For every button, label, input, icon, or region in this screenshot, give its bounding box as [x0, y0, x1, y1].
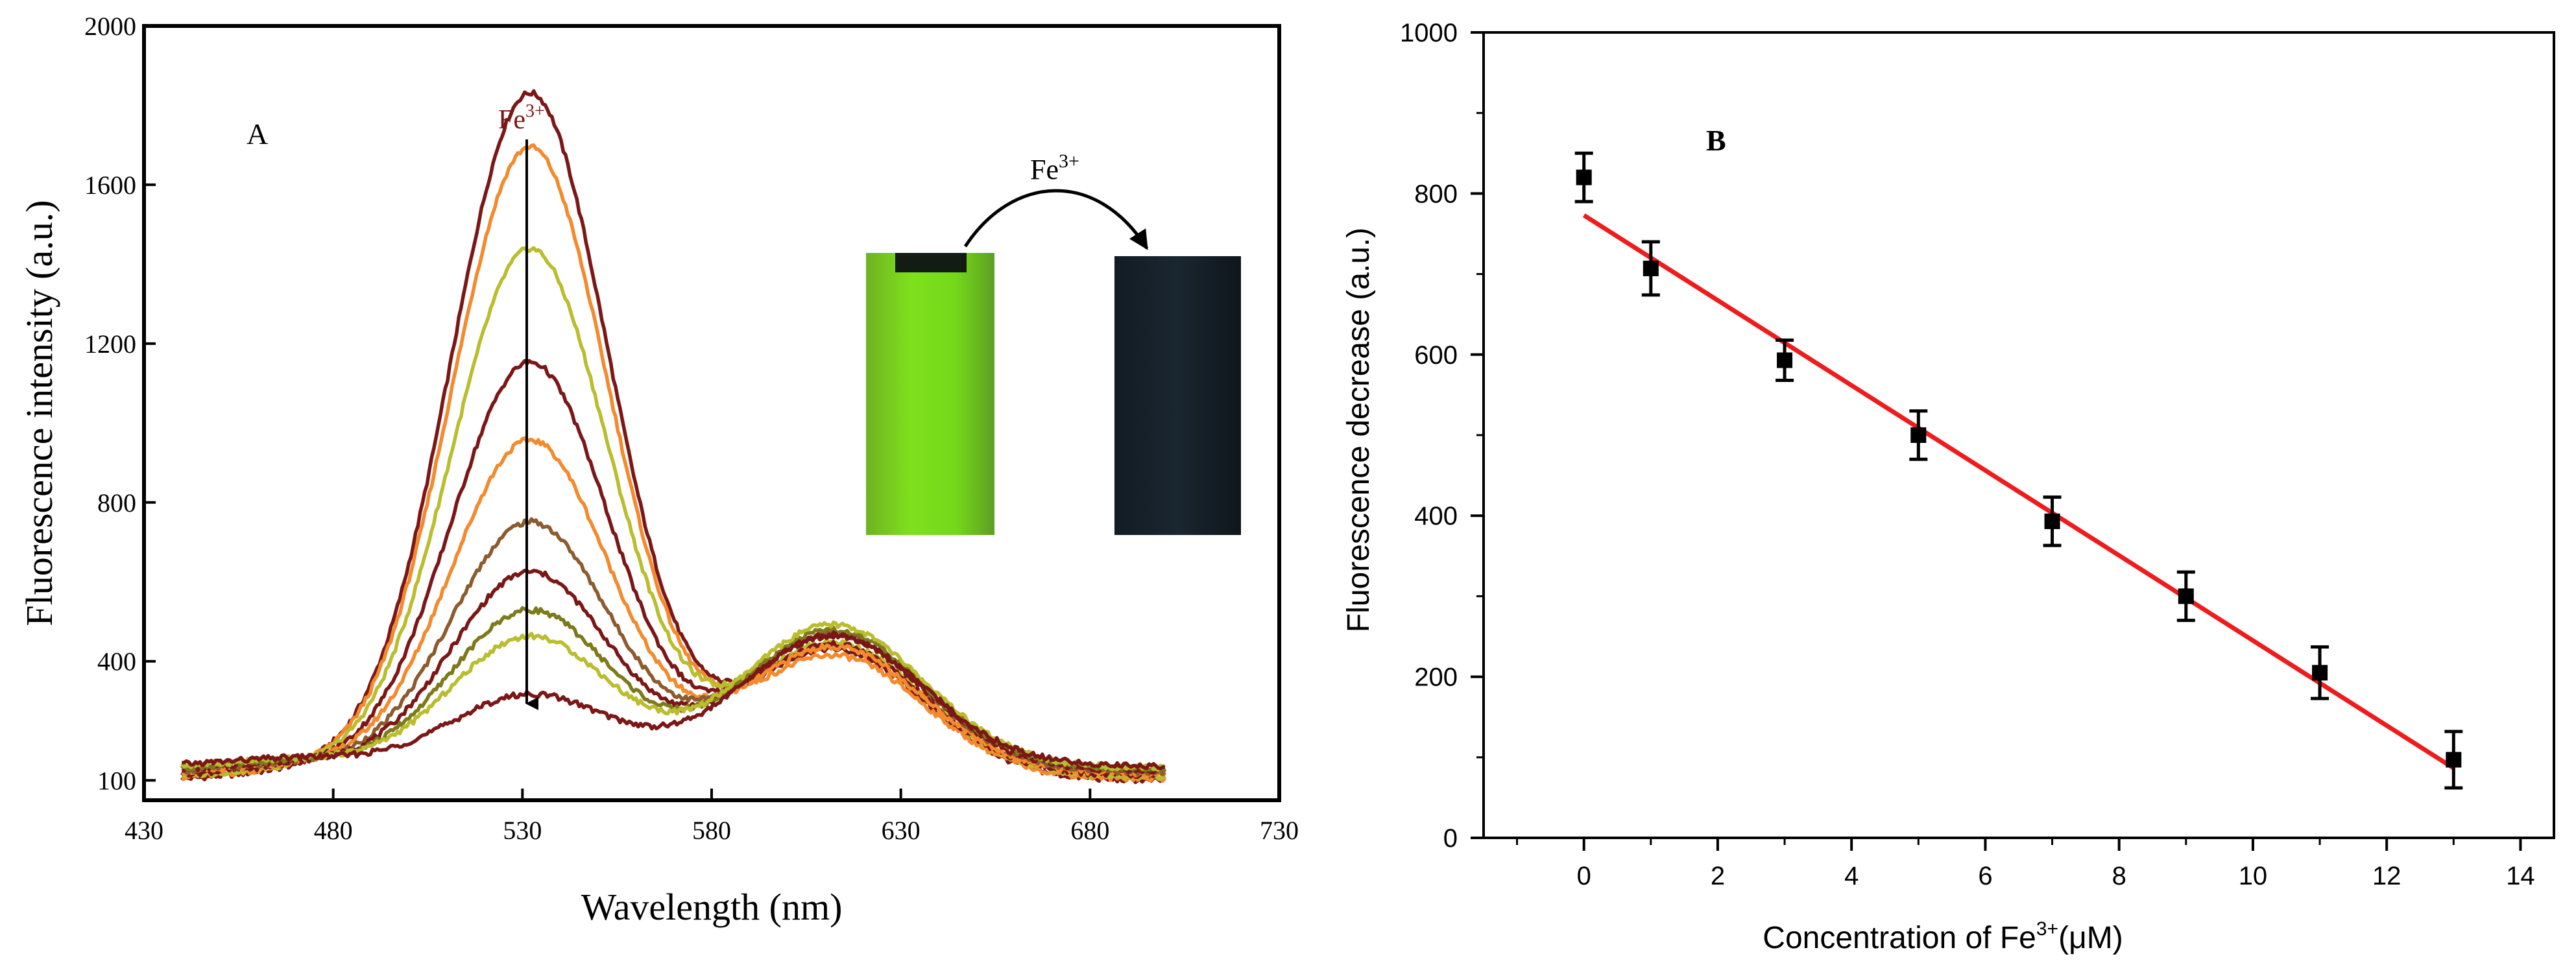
point-marker: [2446, 752, 2462, 768]
y-tick-label-b: 800: [1414, 180, 1458, 208]
y-tick-label-b: 200: [1414, 663, 1458, 692]
y-axis-label-b: Fluorescence decrease (a.u.): [1342, 228, 1376, 632]
y-tick-label-b: 400: [1414, 502, 1458, 530]
spectrum-series-3: [180, 359, 1166, 779]
x-tick-label-b: 8: [2112, 862, 2126, 890]
data-point: [2043, 495, 2062, 547]
linear-fit-line: [1582, 213, 2455, 770]
x-tick-label-b: 2: [1711, 862, 1725, 890]
x-tick-label-a: 530: [503, 816, 542, 845]
x-tick-label-a: 580: [692, 816, 731, 845]
panel-a: 430 480 530 580 630 680 730 100 400 800 1200 1600 20…: [18, 12, 1299, 928]
fe-annotation: Fe3+: [498, 101, 545, 135]
y-tick-label-a: 2000: [84, 12, 136, 41]
x-tick-label-a: 430: [125, 816, 163, 845]
data-point: [1776, 338, 1794, 383]
x-axis-label-b: Concentration of Fe3+(μM): [1763, 918, 2123, 955]
axes-ticks-b: [1471, 31, 2522, 851]
panel-b: 0 2 4 6 8 10 12 14 0 200 400 600 800 1000 Concentrati…: [1342, 19, 2555, 955]
axes-ticks-a: [143, 25, 1281, 800]
x-axis-label-b-tail: (μM): [2058, 921, 2123, 955]
y-tick-label-a: 1200: [84, 329, 136, 359]
y-tick-label-b: 1000: [1400, 19, 1458, 47]
data-point: [1909, 409, 1928, 461]
x-tick-label-b: 4: [1844, 862, 1859, 890]
x-tick-label-a: 730: [1260, 816, 1299, 845]
panel-label-a: A: [247, 117, 268, 150]
data-point: [1641, 240, 1660, 297]
x-tick-label-b: 14: [2506, 862, 2535, 890]
x-tick-label-b: 10: [2239, 862, 2268, 890]
vial-before-cap: [895, 253, 967, 272]
point-marker: [2178, 588, 2194, 604]
data-point: [2444, 730, 2463, 790]
x-axis-label-a: Wavelength (nm): [581, 886, 843, 928]
y-tick-label-a: 400: [97, 647, 136, 676]
point-marker: [1643, 260, 1659, 276]
x-tick-label-a: 680: [1070, 816, 1109, 845]
panel-label-b: B: [1706, 124, 1726, 157]
point-marker: [1910, 427, 1927, 443]
fe-annotation-sup: 3+: [525, 101, 545, 121]
inset-vials: Fe3+: [866, 150, 1241, 535]
point-marker: [1777, 352, 1793, 368]
spectrum-series-4: [181, 436, 1166, 778]
x-tick-label-a: 630: [882, 816, 921, 845]
x-axis-label-b-sup: 3+: [2036, 918, 2058, 940]
point-marker: [2312, 665, 2328, 681]
data-points-group: [1574, 151, 2463, 790]
x-tick-label-a: 480: [314, 816, 353, 845]
y-tick-label-b: 600: [1414, 341, 1458, 370]
y-tick-label-a: 800: [97, 488, 136, 517]
fit-line-group: [1582, 213, 2455, 770]
spectrum-series-1: [181, 143, 1167, 783]
point-marker: [2044, 513, 2060, 529]
tick-labels-a: 430 480 530 580 630 680 730 100 400 800 1200 1600 20…: [84, 12, 1299, 845]
inset-fe-base: Fe: [1030, 154, 1059, 185]
inset-fe-label: Fe3+: [1030, 150, 1079, 185]
tick-labels-b: 0 2 4 6 8 10 12 14 0 200 400 600 800 1000: [1400, 19, 2535, 890]
vial-after: [1114, 256, 1241, 535]
x-tick-label-b: 0: [1577, 862, 1591, 890]
y-axis-label-a: Fluorescence intensity (a.u.): [18, 200, 60, 626]
data-point: [2311, 645, 2329, 700]
data-point: [2176, 570, 2195, 623]
y-tick-label-b: 0: [1443, 824, 1458, 853]
inset-arrow: [963, 189, 1149, 250]
y-tick-label-a: 100: [97, 766, 136, 795]
y-tick-label-a: 1600: [84, 171, 136, 200]
plot-frame-b: [1482, 31, 2555, 839]
fe-annotation-base: Fe: [498, 105, 525, 135]
data-point: [1574, 151, 1593, 204]
x-tick-label-b: 12: [2372, 862, 2401, 890]
spectra-series-group: [180, 89, 1167, 785]
inset-fe-sup: 3+: [1059, 150, 1079, 172]
x-axis-label-b-base: Concentration of Fe: [1763, 921, 2036, 955]
point-marker: [1576, 169, 1592, 185]
vial-before: [866, 253, 994, 535]
spectrum-series-9: [181, 630, 1166, 770]
x-tick-label-b: 6: [1978, 862, 1992, 890]
